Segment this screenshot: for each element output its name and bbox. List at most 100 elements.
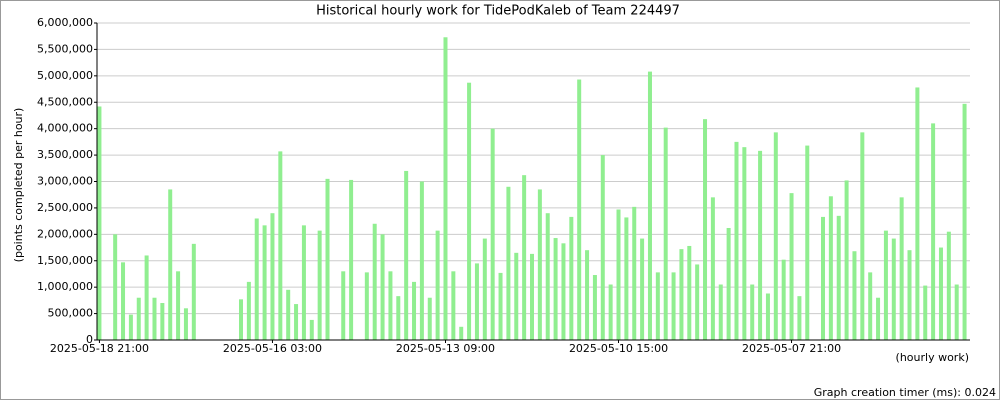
bar — [435, 230, 440, 340]
bar — [931, 123, 936, 340]
bar — [388, 271, 393, 340]
bar — [734, 141, 739, 340]
y-tick-label: 4,000,000 — [37, 122, 93, 135]
bar — [608, 284, 613, 340]
bar — [364, 272, 369, 340]
bar — [679, 249, 684, 340]
bar — [553, 238, 558, 340]
bar — [301, 225, 306, 340]
x-tick-label: 2025-05-10 15:00 — [569, 342, 668, 355]
bar — [537, 189, 542, 340]
bar — [624, 217, 629, 340]
bar — [474, 263, 479, 340]
bar — [758, 150, 763, 340]
bar — [883, 230, 888, 340]
bar — [923, 285, 928, 340]
x-tick-label: 2025-05-13 09:00 — [396, 342, 495, 355]
y-tick-label: 4,500,000 — [37, 95, 93, 108]
bar — [860, 132, 865, 340]
y-tick-label: 5,000,000 — [37, 69, 93, 82]
y-axis-label: (points completed per hour) — [12, 108, 25, 263]
bar — [836, 215, 841, 340]
bar — [718, 284, 723, 340]
bar — [341, 271, 346, 340]
y-tick-label: 3,500,000 — [37, 148, 93, 161]
bar — [844, 180, 849, 340]
bar — [498, 272, 503, 340]
bar — [899, 197, 904, 340]
bar — [160, 303, 165, 340]
bar — [962, 103, 967, 341]
bar — [451, 271, 456, 340]
bar — [750, 284, 755, 340]
y-tick-label: 6,000,000 — [37, 16, 93, 29]
y-tick-label: 0 — [86, 333, 93, 346]
bar — [577, 79, 582, 340]
chart-title: Historical hourly work for TidePodKaleb … — [316, 4, 680, 19]
bar — [671, 272, 676, 340]
bar — [600, 155, 605, 340]
bar — [954, 284, 959, 340]
bar — [789, 193, 794, 340]
bar — [97, 106, 102, 340]
footer: Graph creation timer (ms): 0.024 — [814, 386, 996, 399]
bar — [262, 225, 267, 340]
bar — [152, 297, 157, 340]
bar — [514, 252, 519, 340]
bar — [545, 213, 550, 340]
bar — [742, 147, 747, 340]
bar — [294, 304, 299, 340]
bar — [176, 271, 181, 340]
bar — [136, 297, 141, 340]
y-tick-label: 3,000,000 — [37, 175, 93, 188]
bar — [325, 178, 330, 340]
bar — [191, 243, 196, 340]
y-tick-label: 500,000 — [48, 307, 94, 320]
bar — [655, 272, 660, 340]
bar — [506, 186, 511, 340]
bar — [561, 243, 566, 340]
bar — [946, 231, 951, 340]
bar — [907, 250, 912, 340]
bar — [427, 297, 432, 340]
bar — [640, 238, 645, 340]
bar — [647, 71, 652, 341]
bar — [765, 293, 770, 340]
bar — [821, 216, 825, 340]
bar — [530, 253, 534, 340]
bar — [797, 296, 802, 340]
bar — [183, 308, 188, 340]
bar — [569, 216, 574, 340]
y-tick-label: 2,500,000 — [37, 201, 93, 214]
axes: 0 500,000 1,000,000 1,500,000 2,000,000 2,500… — [37, 16, 970, 355]
bar — [467, 82, 472, 341]
bar — [522, 175, 527, 340]
bar — [396, 296, 401, 340]
bar — [113, 234, 118, 340]
bar — [585, 250, 590, 340]
bar — [616, 209, 621, 340]
y-tick-label: 2,000,000 — [37, 227, 93, 240]
bar — [592, 275, 597, 340]
bar — [278, 151, 283, 340]
bar — [710, 197, 715, 340]
bar — [270, 213, 275, 340]
bar — [168, 189, 173, 340]
y-tick-label: 5,500,000 — [37, 42, 93, 55]
bar — [632, 206, 637, 340]
bar — [239, 299, 243, 340]
bars — [97, 37, 967, 341]
bar — [482, 238, 487, 340]
bar — [372, 223, 377, 340]
bar — [144, 255, 149, 340]
bar — [703, 119, 708, 340]
bar — [459, 326, 464, 340]
bar — [419, 181, 424, 340]
bar — [121, 262, 126, 340]
bar — [773, 132, 778, 340]
bar — [317, 230, 322, 340]
bar — [412, 281, 417, 340]
bar — [128, 314, 133, 340]
bar — [286, 289, 291, 340]
